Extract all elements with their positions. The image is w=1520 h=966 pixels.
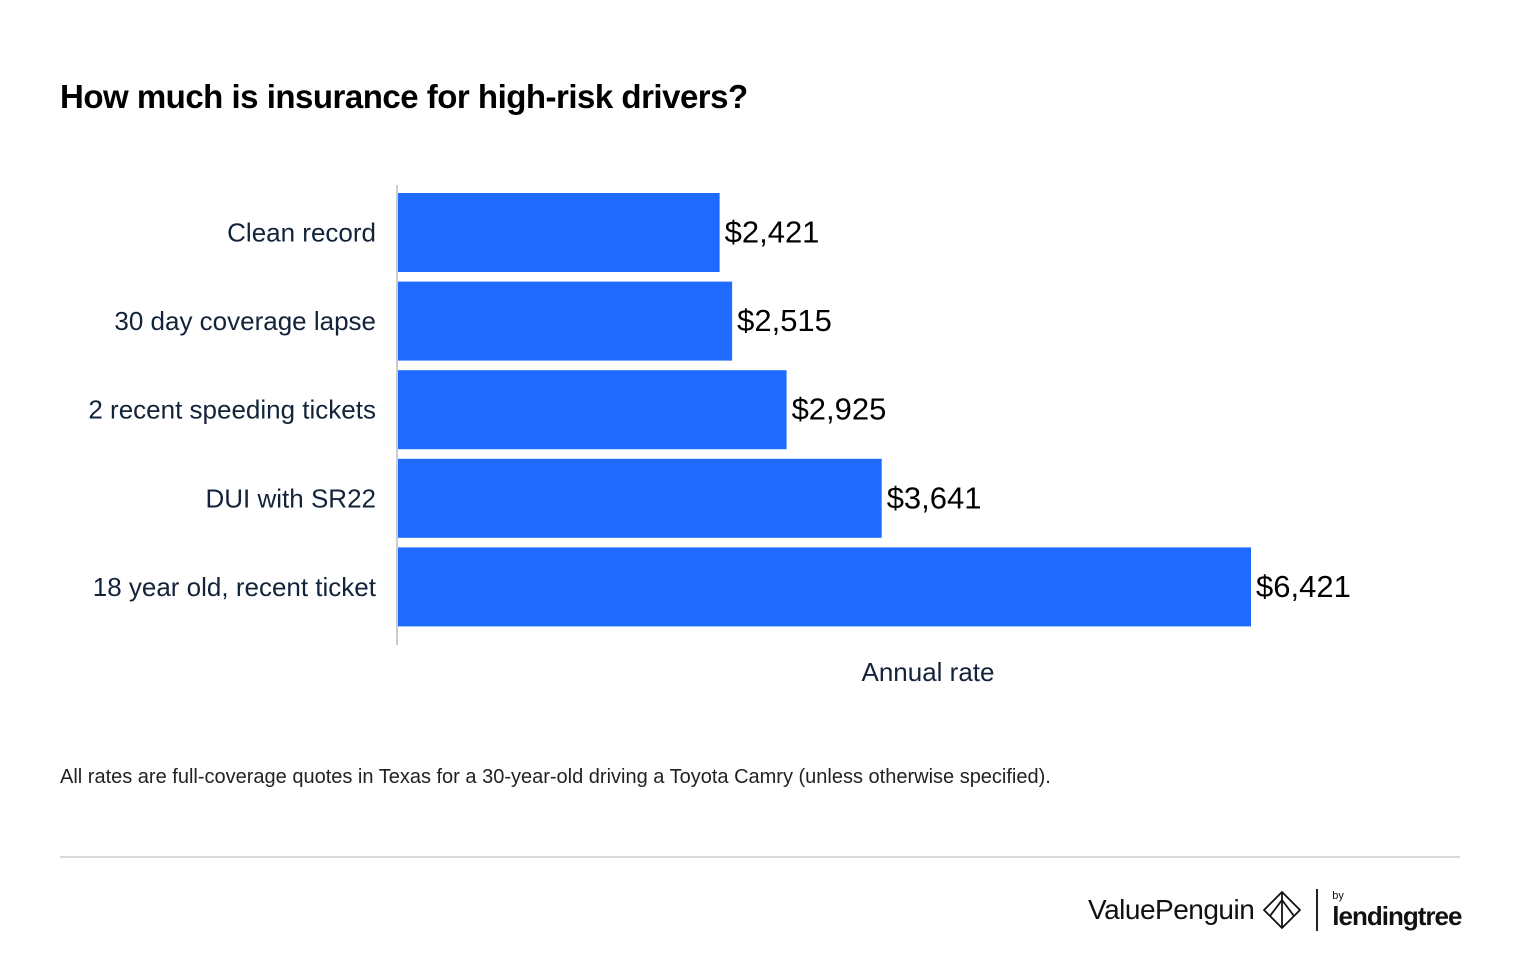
partner-by-text: by <box>1332 890 1344 902</box>
bar-chart: Clean record $2,421 30 day coverage lapse $… <box>88 185 1351 687</box>
value-label-0: $2,421 <box>725 215 820 250</box>
bar-0 <box>398 193 720 272</box>
footer-divider <box>60 856 1460 858</box>
partner-name: lendingtree <box>1332 901 1462 931</box>
category-label-1: 30 day coverage lapse <box>114 306 376 336</box>
bar-4 <box>398 547 1251 627</box>
bar-2 <box>398 370 787 450</box>
value-label-3: $3,641 <box>887 480 982 515</box>
category-label-0: Clean record <box>227 218 376 248</box>
category-label-3: DUI with SR22 <box>206 483 377 513</box>
value-label-4: $6,421 <box>1256 569 1351 604</box>
brand-separator <box>1316 889 1319 931</box>
value-label-2: $2,925 <box>792 392 887 427</box>
category-label-4: 18 year old, recent ticket <box>93 572 377 602</box>
brand-logo: ValuePenguin by lendingtree <box>1088 884 1462 936</box>
bar-3 <box>398 458 882 538</box>
chart-title: How much is insurance for high-risk driv… <box>60 78 748 115</box>
penguin-diamond-icon <box>1263 891 1302 929</box>
x-axis-label: Annual rate <box>862 657 995 687</box>
bars-group: Clean record $2,421 30 day coverage lapse $… <box>88 193 1351 627</box>
partner-logo: by lendingtree <box>1332 890 1462 931</box>
category-label-2: 2 recent speeding tickets <box>88 395 376 425</box>
bar-1 <box>398 281 733 361</box>
brand-name: ValuePenguin <box>1088 894 1255 925</box>
value-label-1: $2,515 <box>737 303 832 338</box>
footnote: All rates are full-coverage quotes in Te… <box>60 766 1051 788</box>
